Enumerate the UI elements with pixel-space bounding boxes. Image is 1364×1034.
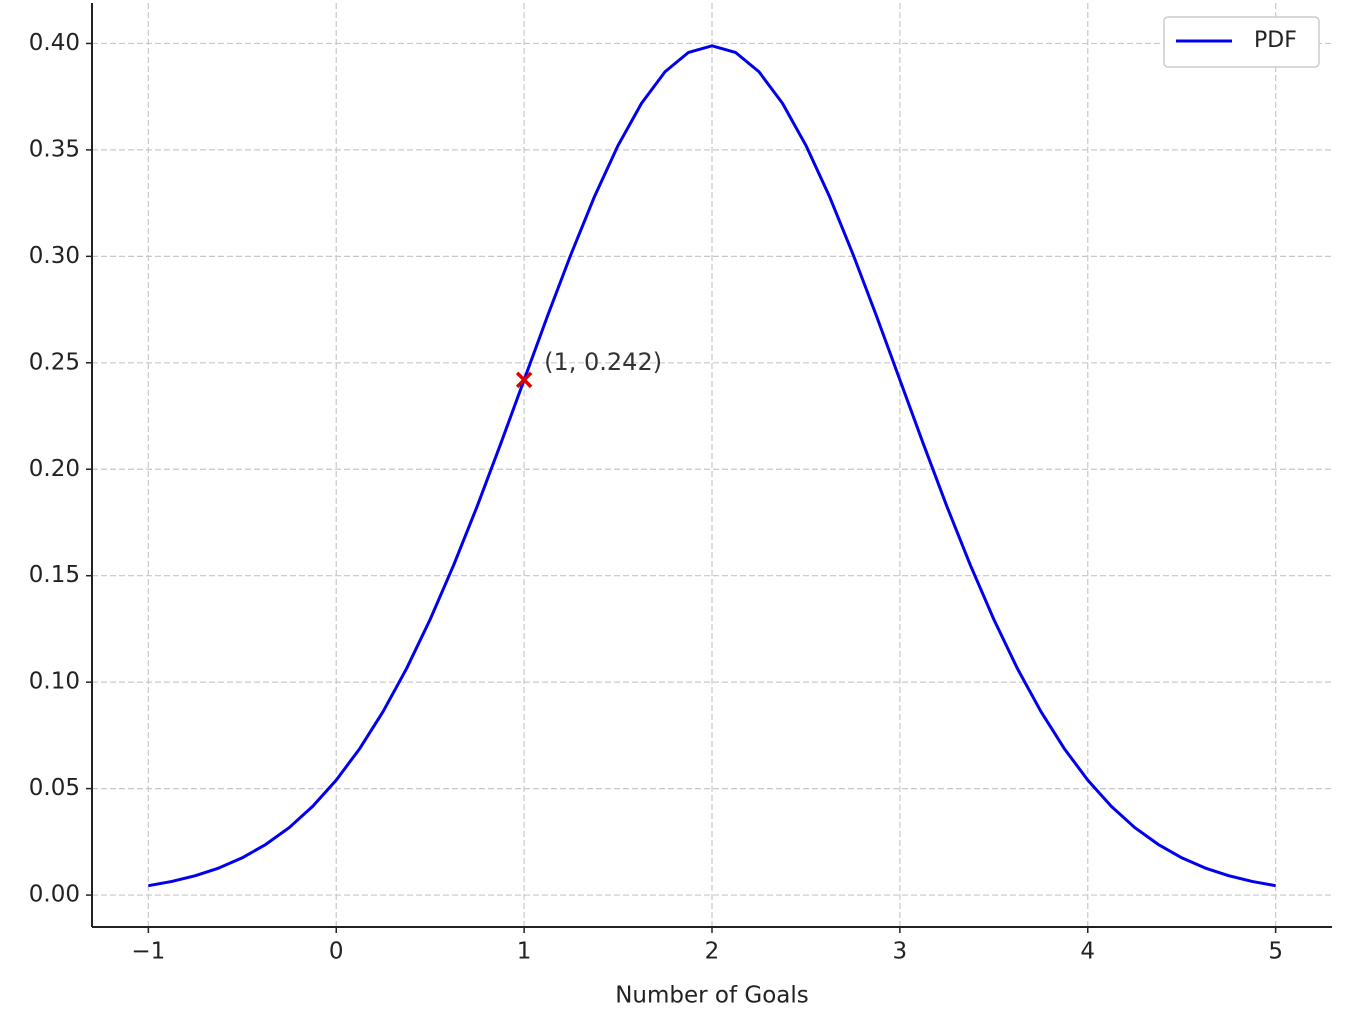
x-tick-label: 0 [329,939,344,965]
y-tick-label: 0.15 [29,562,80,588]
y-tick-label: 0.40 [29,30,80,56]
x-axis-label: Number of Goals [615,983,809,1009]
legend-box [1163,16,1320,68]
x-tick-label: 5 [1268,939,1283,965]
annotation-label: (1, 0.242) [544,348,662,376]
y-tick-label: 0.35 [29,136,80,162]
x-tick-label: 2 [705,939,720,965]
x-tick-label: 1 [517,939,532,965]
legend-label: PDF [1254,28,1297,53]
pdf-line [148,44,1276,888]
x-tick-label: −1 [131,939,165,965]
y-tick-label: 0.10 [29,669,80,695]
y-tick-label: 0.20 [29,456,80,482]
y-tick-label: 0.30 [29,243,80,269]
y-tick-label: 0.05 [29,775,80,801]
x-tick-label: 3 [893,939,908,965]
y-tick-label: 0.00 [29,882,80,908]
y-tick-label: 0.25 [29,349,80,375]
annotation-marker [515,371,533,389]
x-tick-label: 4 [1080,939,1095,965]
